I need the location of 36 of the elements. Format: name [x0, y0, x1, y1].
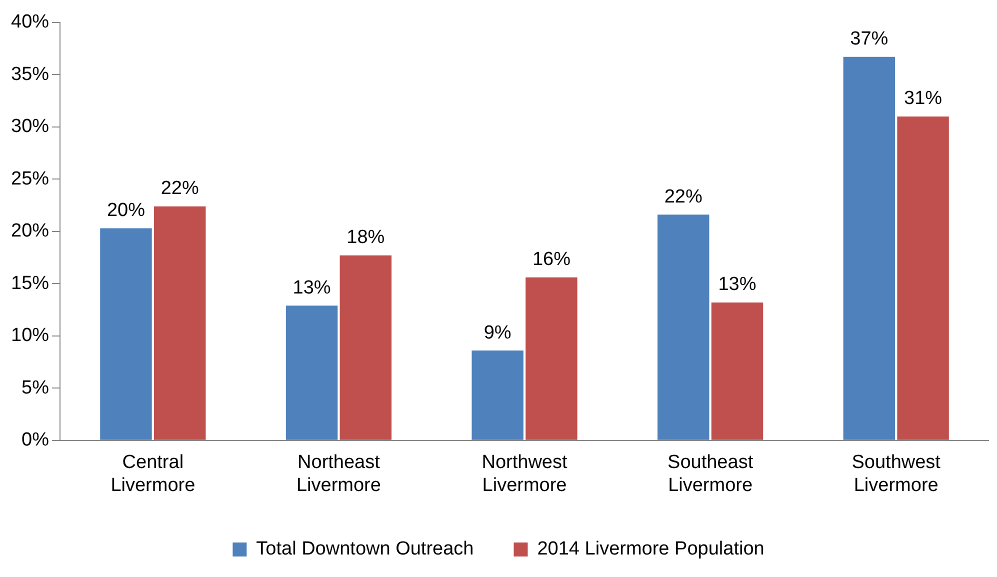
legend-label: Total Downtown Outreach — [256, 538, 474, 560]
x-tick-label: Southwest Livermore — [852, 452, 942, 496]
bar — [100, 228, 152, 440]
data-label: 22% — [160, 178, 199, 200]
bar — [897, 116, 949, 440]
x-tick-label: Central Livermore — [110, 452, 196, 496]
bar — [843, 56, 896, 440]
data-label: 18% — [346, 227, 385, 248]
y-tick-label: 5% — [22, 377, 50, 398]
y-tick-label: 25% — [10, 168, 50, 190]
bar — [472, 350, 524, 440]
bar — [526, 277, 578, 440]
bar — [711, 302, 764, 440]
y-tick-label: 15% — [10, 272, 50, 294]
data-label: 9% — [484, 322, 512, 344]
x-tick-label: Northwest Livermore — [482, 452, 568, 496]
bar — [658, 214, 710, 440]
data-label: 31% — [904, 88, 942, 110]
bar — [154, 206, 206, 440]
x-tick-label: Northeast Livermore — [296, 452, 381, 496]
y-tick-label: 0% — [22, 430, 50, 451]
bar — [340, 255, 392, 440]
data-label: 20% — [106, 200, 146, 221]
y-tick-label: 30% — [10, 116, 50, 138]
y-tick-label: 20% — [10, 220, 50, 242]
data-label: 37% — [850, 28, 888, 50]
y-tick-label: 35% — [10, 64, 50, 85]
data-label: 22% — [664, 186, 702, 208]
y-tick-label: 40% — [10, 12, 50, 33]
y-tick-label: 10% — [10, 325, 50, 346]
x-tick-label: Southeast Livermore — [668, 452, 754, 496]
data-label: 13% — [292, 277, 331, 298]
bar — [286, 306, 338, 440]
legend-label: 2014 Livermore Population — [537, 538, 764, 560]
data-label: 13% — [718, 274, 756, 296]
data-label: 16% — [532, 249, 571, 270]
